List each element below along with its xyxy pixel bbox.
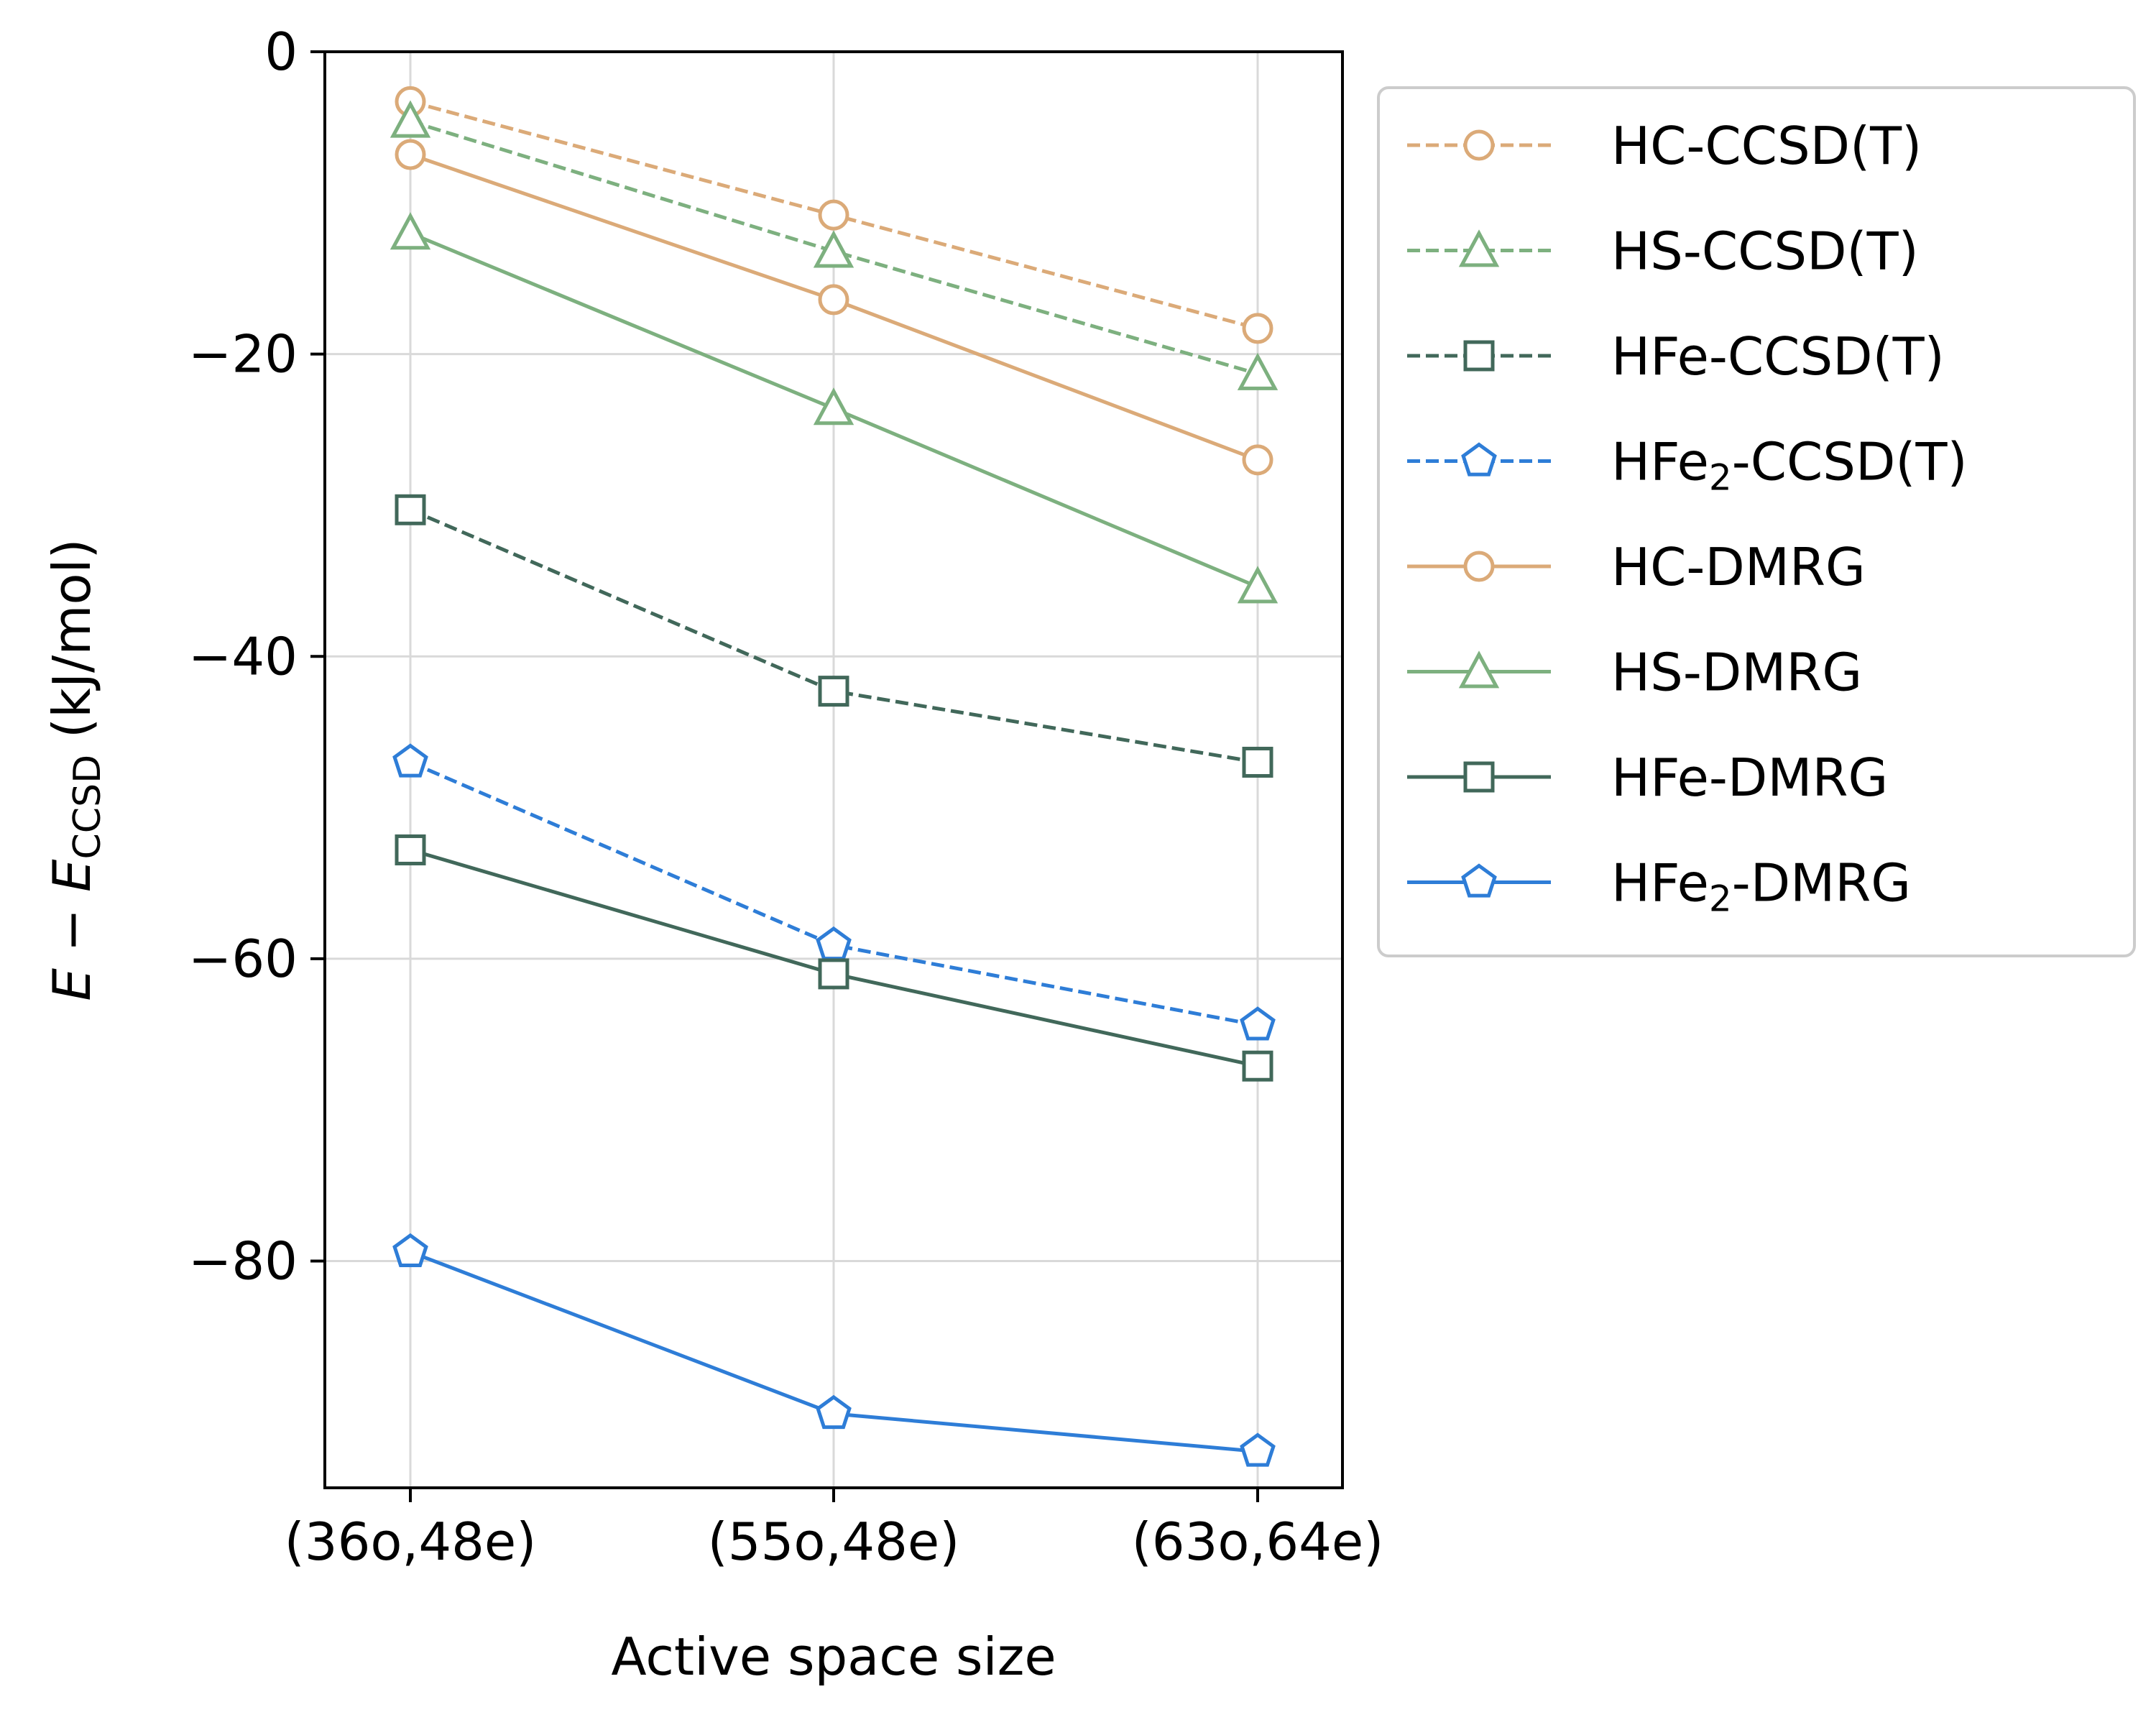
y-tick-label: −80 (188, 1231, 298, 1292)
data-point-hfe-dmrg-0 (395, 834, 426, 865)
y-tick-label: −60 (188, 929, 298, 989)
data-point-hc-dmrg-2 (1242, 444, 1273, 476)
data-point-hs-ccsd-t-0 (390, 100, 431, 138)
legend-label: HC-CCSD(T) (1611, 116, 1922, 176)
series-hfe2-ccsd-t (392, 743, 1276, 1041)
legend-item-hc-ccsd-t: HC-CCSD(T) (1407, 116, 1922, 176)
legend-label: HFe-CCSD(T) (1611, 326, 1945, 387)
y-axis-title: E − ECCSD (kJ/mol) (42, 538, 109, 1000)
series-hfe2-dmrg (392, 1233, 1276, 1467)
legend-item-hfe2-ccsd-t: HFe2-CCSD(T) (1407, 432, 1968, 499)
axis-ticks: (36o,48e) (55o,48e) (63o,64e) 0 −20 −40 −60 −80 (188, 22, 1383, 1572)
data-point-hfe-ccsd-t-1 (818, 676, 849, 707)
data-point-hfe-dmrg-2 (1242, 1050, 1273, 1082)
series-hc-ccsd-t (395, 86, 1273, 344)
data-point-hfe-ccsd-t-0 (395, 494, 426, 525)
legend-label: HFe-DMRG (1611, 748, 1888, 808)
legend-label-main: HS-CCSD(T) (1611, 221, 1919, 282)
data-point-hc-dmrg-1 (818, 284, 849, 316)
legend-label-rest: -DMRG (1732, 853, 1911, 914)
x-tick-label: (36o,48e) (285, 1512, 537, 1572)
legend-marker (1458, 229, 1500, 267)
legend-label-main: HFe (1611, 432, 1709, 492)
legend-box (1377, 86, 2136, 957)
x-axis-title: Active space size (611, 1627, 1056, 1687)
y-title-subscript: CCSD (66, 755, 109, 860)
y-title-minus: − (42, 892, 102, 968)
legend-item-hfe2-dmrg: HFe2-DMRG (1407, 853, 1911, 920)
data-point-hs-ccsd-t-2 (1237, 352, 1279, 390)
data-point-hfe2-ccsd-t-0 (392, 743, 428, 778)
series-hs-dmrg (390, 212, 1279, 604)
x-tick-label: (55o,48e) (708, 1512, 960, 1572)
data-point-hc-ccsd-t-1 (818, 199, 849, 231)
y-tick-label: −20 (188, 324, 298, 385)
legend-item-hs-ccsd-t: HS-CCSD(T) (1407, 221, 1919, 282)
series-hs-ccsd-t (390, 100, 1279, 390)
legend-item-hfe-ccsd-t: HFe-CCSD(T) (1407, 326, 1945, 387)
legend-item-hc-dmrg: HC-DMRG (1407, 537, 1866, 597)
legend-label-subscript: 2 (1709, 878, 1732, 920)
legend-marker (1463, 340, 1495, 372)
legend-marker (1458, 650, 1500, 689)
legend-label-main: HS-DMRG (1611, 643, 1862, 703)
x-tick-label: (63o,64e) (1132, 1512, 1384, 1572)
y-title-energy-symbol-2: E (42, 859, 102, 892)
y-title-energy-symbol: E (42, 968, 102, 1001)
data-point-hfe-dmrg-1 (818, 958, 849, 990)
data-point-hfe2-dmrg-1 (816, 1394, 852, 1430)
y-tick-label: 0 (264, 22, 298, 82)
data-point-hfe2-dmrg-0 (392, 1233, 428, 1267)
data-point-hfe2-dmrg-2 (1240, 1432, 1276, 1467)
legend-item-hs-dmrg: HS-DMRG (1407, 643, 1862, 703)
data-point-hfe-ccsd-t-2 (1242, 746, 1273, 778)
data-point-hs-dmrg-0 (390, 212, 431, 250)
series-hfe-ccsd-t (395, 494, 1273, 778)
legend-label-main: HC-DMRG (1611, 537, 1866, 597)
legend-marker (1461, 863, 1497, 898)
series-line (410, 119, 1258, 376)
legend-label-main: HC-CCSD(T) (1611, 116, 1922, 176)
legend-marker (1463, 551, 1495, 582)
legend-label-rest: -CCSD(T) (1732, 432, 1968, 492)
legend-marker (1463, 129, 1495, 161)
legend-label: HFe2-CCSD(T) (1611, 432, 1968, 499)
legend-label: HC-DMRG (1611, 537, 1866, 597)
legend-label-main: HFe (1611, 853, 1709, 914)
data-point-hs-ccsd-t-1 (813, 230, 854, 268)
data-point-hs-dmrg-1 (813, 387, 854, 426)
legend-label: HS-DMRG (1611, 643, 1862, 703)
series-hfe-dmrg (395, 834, 1273, 1082)
legend-marker (1461, 442, 1497, 477)
data-point-hs-dmrg-2 (1237, 566, 1279, 604)
legend-label: HS-CCSD(T) (1611, 221, 1919, 282)
legend-label-main: HFe-DMRG (1611, 748, 1888, 808)
legend-label-subscript: 2 (1709, 457, 1732, 499)
data-point-hfe2-ccsd-t-2 (1240, 1006, 1276, 1041)
legend-marker (1463, 761, 1495, 793)
legend-item-hfe-dmrg: HFe-DMRG (1407, 748, 1888, 808)
series-hc-dmrg (395, 139, 1273, 476)
data-point-hc-ccsd-t-2 (1242, 313, 1273, 344)
y-title-unit: (kJ/mol) (42, 538, 102, 754)
plot-series (390, 86, 1279, 1467)
data-point-hc-dmrg-0 (395, 139, 426, 170)
legend-label: HFe2-DMRG (1611, 853, 1911, 920)
y-tick-label: −40 (188, 626, 298, 686)
legend: HC-CCSD(T)HS-CCSD(T)HFe-CCSD(T)HFe2-CCSD… (1377, 86, 2136, 957)
legend-label-main: HFe-CCSD(T) (1611, 326, 1945, 387)
